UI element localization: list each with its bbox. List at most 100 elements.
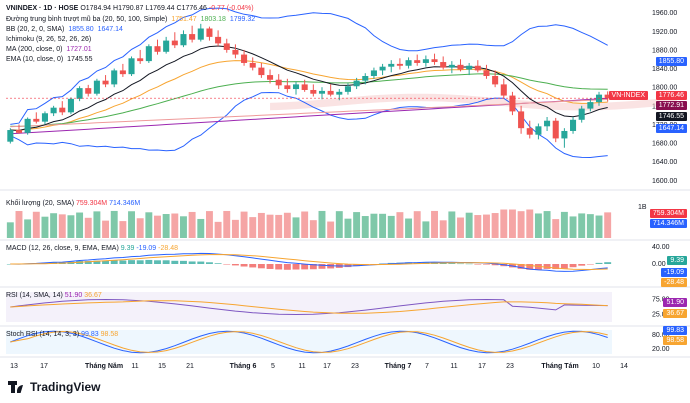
macd-histogram-bar [465, 263, 473, 265]
candle-body [431, 59, 438, 63]
time-tick-label: 15 [158, 363, 166, 370]
time-tick-label: 17 [323, 363, 331, 370]
macd-histogram-bar [526, 264, 534, 270]
volume-bar [361, 216, 369, 238]
candle-body [15, 130, 23, 133]
rsi-line [10, 298, 608, 316]
price-tick-label: 1800.00 [652, 85, 677, 92]
ema50-line [10, 73, 608, 127]
legend-ichimoku[interactable]: Ichimoku (9, 26, 52, 26, 26) [6, 35, 93, 45]
macd-histogram-bar [318, 264, 326, 269]
macd-histogram-bar [353, 264, 361, 267]
candle-body [492, 76, 499, 85]
macd-histogram-bar [595, 262, 603, 264]
legend-ema-triple[interactable]: Đường trung bình trượt mũ ba (20, 50, 10… [6, 15, 257, 25]
stoch-value-b: 98.58 [100, 331, 119, 338]
rsi-badge-a: 51.90 [663, 298, 687, 307]
volume-bar [578, 213, 586, 238]
volume-bar [439, 220, 447, 238]
candle-body [284, 85, 291, 90]
volume-bar [396, 212, 404, 238]
bb-lower-badge: 1647.14 [655, 124, 687, 133]
candle-body [154, 46, 161, 52]
volume-bar [483, 214, 490, 238]
volume-bar [448, 211, 456, 238]
candle-body [466, 65, 473, 70]
volume-bar [353, 212, 361, 238]
legend-bb[interactable]: BB (20, 2, 0, SMA) 1855.80 1647.14 [6, 25, 125, 35]
legend-ma200[interactable]: MA (200, close, 0) 1727.01 [6, 45, 94, 55]
ema100-line [10, 99, 608, 128]
price-tick-label: 1840.00 [652, 66, 677, 73]
candle-body [275, 79, 282, 86]
macd-pane-label[interactable]: MACD (12, 26, close, 9, EMA, EMA) 9.39 -… [6, 245, 178, 252]
legend-ema10[interactable]: EMA (10, close, 0) 1745.55 [6, 55, 94, 65]
candle-body [301, 84, 308, 90]
volume-bar [154, 215, 161, 238]
volume-bar [569, 216, 577, 238]
volume-bar [474, 215, 482, 238]
time-tick-label: Tháng Tám [541, 363, 578, 370]
macd-value-b: -19.09 [136, 245, 157, 252]
legend-value: 1745.55 [67, 56, 93, 63]
candle-body [33, 118, 40, 122]
volume-bar [58, 214, 66, 238]
candle-body [570, 119, 577, 131]
volume-bar [93, 211, 101, 238]
volume-bar [344, 218, 352, 238]
volume-bar [15, 211, 23, 238]
rsi-tick-label: 75.00 [652, 297, 670, 304]
stoch-pane-label[interactable]: Stoch RSI (14, 14, 3, 3) 99.83 98.58 [6, 331, 118, 338]
bb-lower-line [10, 91, 608, 159]
macd-histogram-bar [560, 264, 568, 269]
volume-bar [162, 214, 170, 238]
rsi-ma-line [10, 300, 608, 314]
candle-body [93, 80, 100, 94]
candle-body [310, 89, 317, 94]
bb-upper-badge: 1855.80 [655, 57, 687, 66]
rsi-value-b: 36.67 [84, 292, 102, 299]
legend-value: 1751.47 [171, 16, 197, 23]
rsi-value-a: 51.90 [64, 292, 83, 299]
candle-body [526, 128, 533, 135]
last-price-badge: 1776.46 [655, 91, 687, 100]
macd-histogram-bar [483, 264, 490, 265]
time-tick-label: Tháng 7 [385, 363, 412, 370]
high-label: H [113, 5, 119, 12]
time-tick-label: 5 [271, 363, 275, 370]
candle-body [344, 86, 351, 92]
time-tick-label: 21 [186, 363, 194, 370]
candle-body [604, 94, 611, 99]
stoch-d-line [10, 330, 608, 353]
macd-tick-label: 0.00 [652, 261, 666, 268]
candle-body [137, 58, 144, 62]
macd-histogram-bar [128, 260, 135, 264]
volume-pane-label[interactable]: Khối lượng (20, SMA) 759.304M 714.346M [6, 200, 140, 207]
macd-histogram-bar [448, 263, 456, 264]
candle-body [267, 75, 274, 80]
macd-histogram-bar [275, 264, 283, 270]
candle-body [544, 120, 551, 127]
macd-histogram-bar [266, 264, 274, 269]
macd-histogram-bar [119, 260, 127, 264]
candle-body [232, 49, 239, 55]
low-label: L [145, 5, 150, 12]
low-value: 1769.44 [149, 5, 175, 12]
macd-histogram-bar [578, 264, 586, 266]
candle-body [448, 64, 455, 68]
volume-bar [223, 210, 231, 238]
tradingview-logo[interactable]: TradingView [8, 380, 100, 394]
volume-bar [84, 217, 92, 238]
time-tick-label: Tháng 6 [230, 363, 257, 370]
candle-body [76, 88, 83, 99]
rsi-pane-label[interactable]: RSI (14, SMA, 14) 51.90 36.67 [6, 292, 102, 299]
volume-bar [110, 210, 118, 238]
volume-value-b: 714.346M [109, 200, 141, 207]
stoch-label: Stoch RSI (14, 14, 3, 3) [6, 331, 80, 338]
candle-body [249, 62, 256, 68]
symbol-name: VNINDEX · 1D · HOSE [6, 5, 79, 12]
volume-bar [517, 211, 525, 238]
macd-badge-a: 9.39 [667, 256, 687, 265]
